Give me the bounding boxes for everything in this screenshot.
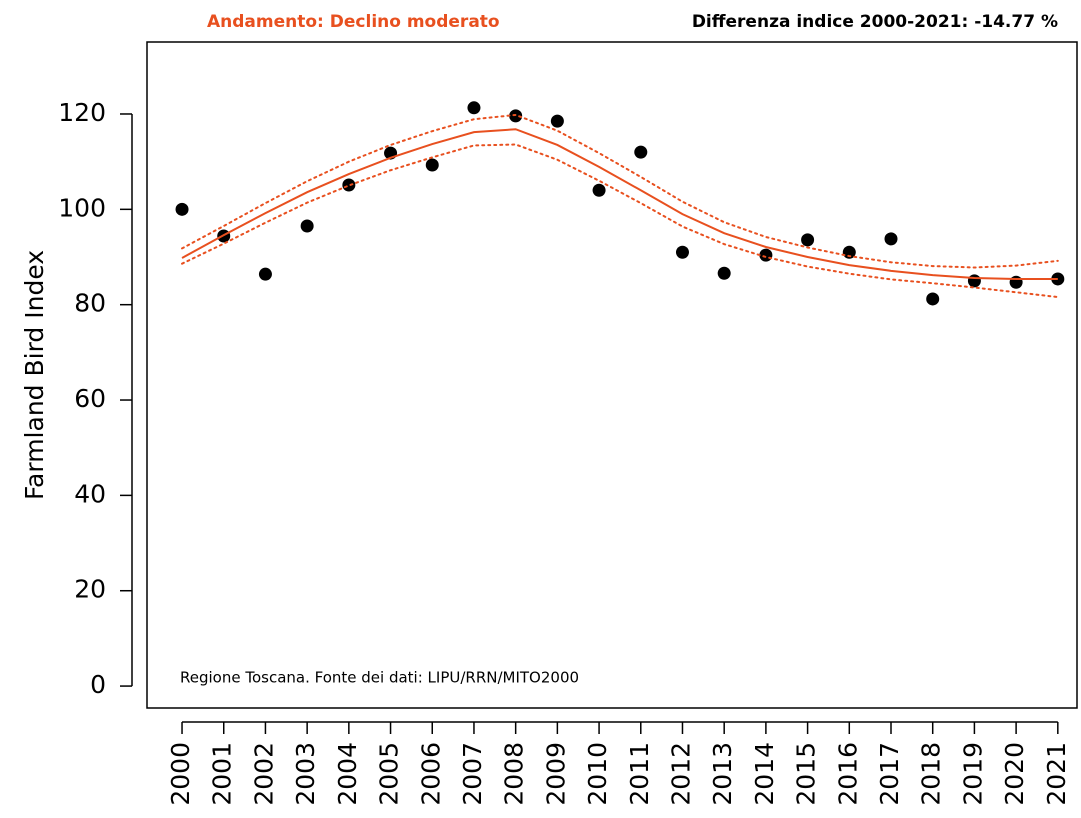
data-point: [467, 101, 481, 115]
x-tick-label: 2011: [625, 742, 654, 806]
data-point: [801, 233, 815, 247]
x-tick-label: 2021: [1042, 742, 1071, 806]
y-tick-label: 120: [58, 98, 106, 127]
x-tick-label: 2007: [458, 742, 487, 806]
x-tick-label: 2018: [917, 742, 946, 806]
y-tick-label: 60: [74, 384, 106, 413]
data-point: [717, 266, 731, 280]
plot-frame: [146, 41, 1078, 709]
confidence-line: [181, 143, 1059, 299]
trend-line: [181, 128, 1058, 280]
x-tick-label: 2006: [416, 742, 445, 806]
y-axis-label: Farmland Bird Index: [20, 250, 49, 500]
y-tick-label: 40: [74, 479, 106, 508]
data-point: [550, 114, 564, 128]
x-tick-label: 2017: [875, 742, 904, 806]
data-point: [592, 183, 606, 197]
x-tick-label: 2019: [958, 742, 987, 806]
y-tick-label: 0: [90, 670, 106, 699]
x-tick-label: 2008: [500, 742, 529, 806]
x-tick-label: 2015: [792, 742, 821, 806]
data-point: [926, 292, 940, 306]
data-point: [675, 245, 689, 259]
data-point: [425, 158, 439, 172]
data-point: [759, 248, 773, 262]
x-tick-label: 2013: [708, 742, 737, 806]
x-tick-label: 2004: [333, 742, 362, 806]
chart-subtitle: Differenza indice 2000-2021: -14.77 %: [692, 12, 1058, 32]
x-tick-label: 2005: [375, 742, 404, 806]
x-tick-label: 2001: [208, 742, 237, 806]
data-point: [634, 145, 648, 159]
confidence-line: [181, 113, 1059, 269]
x-tick-label: 2014: [750, 742, 779, 806]
data-point: [342, 178, 356, 192]
x-tick-label: 2009: [541, 742, 570, 806]
data-point: [258, 267, 272, 281]
y-tick-label: 20: [74, 575, 106, 604]
y-tick-label: 80: [74, 289, 106, 318]
data-point: [884, 232, 898, 246]
x-tick-label: 2016: [833, 742, 862, 806]
x-tick-label: 2003: [291, 742, 320, 806]
x-tick-label: 2010: [583, 742, 612, 806]
x-tick-label: 2000: [166, 742, 195, 806]
x-tick-label: 2012: [666, 742, 695, 806]
x-tick-label: 2002: [249, 742, 278, 806]
data-point: [175, 202, 189, 216]
data-point: [967, 274, 981, 288]
data-point: [1009, 275, 1023, 289]
chart-title: Andamento: Declino moderato: [207, 12, 500, 32]
annotation: Regione Toscana. Fonte dei dati: LIPU/RR…: [180, 669, 579, 687]
x-tick-label: 2020: [1000, 742, 1029, 806]
y-tick-label: 100: [58, 193, 106, 222]
data-point: [300, 219, 314, 233]
data-point: [842, 245, 856, 259]
